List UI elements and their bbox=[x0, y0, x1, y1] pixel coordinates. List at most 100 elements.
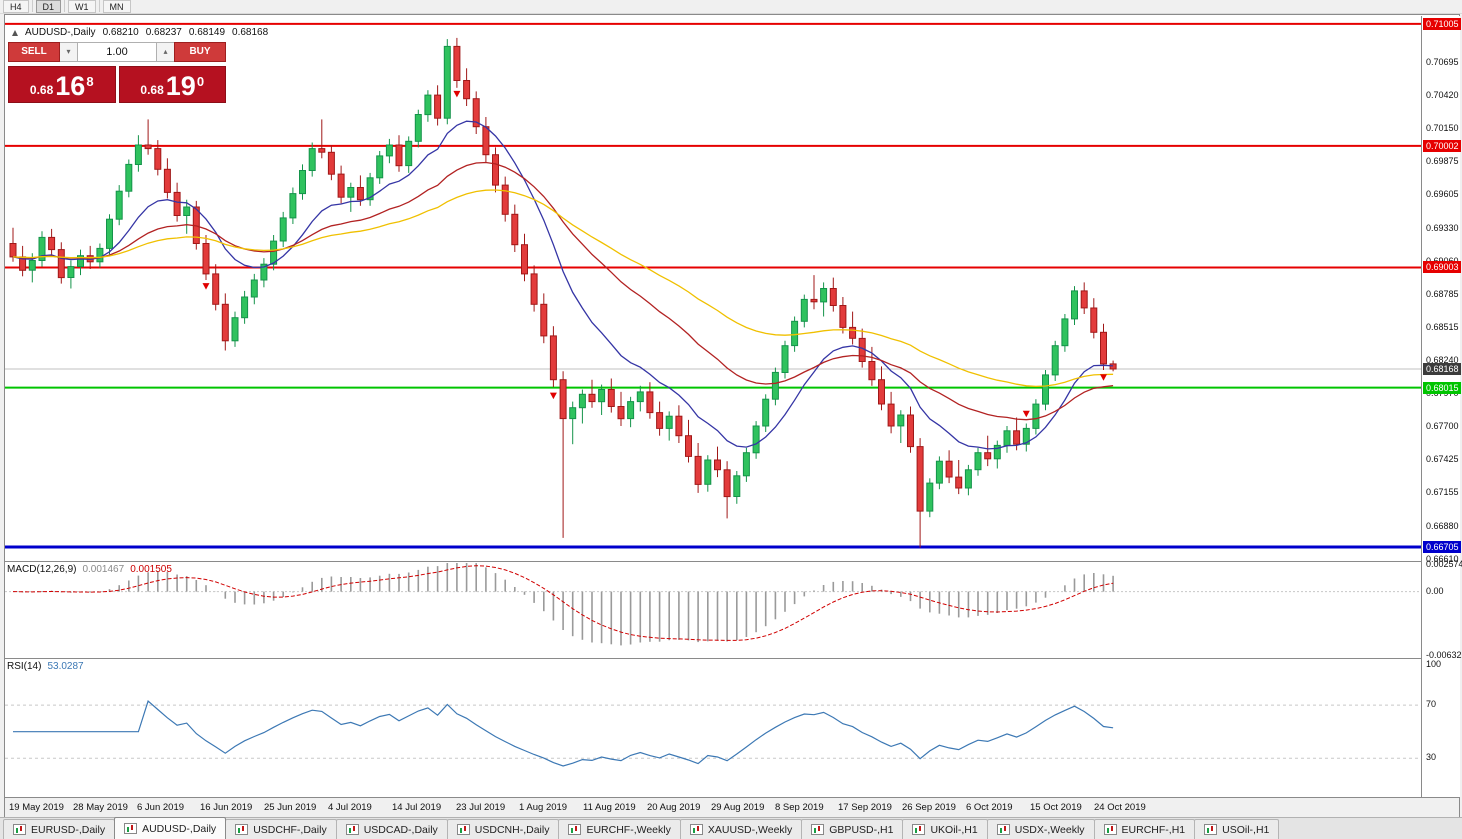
candle bbox=[1061, 314, 1069, 352]
price-tick: 0.66880 bbox=[1426, 521, 1459, 531]
date-label: 28 May 2019 bbox=[73, 802, 128, 813]
buy-price-prefix: 0.68 bbox=[140, 83, 164, 97]
price-tick: 0.67425 bbox=[1426, 454, 1459, 464]
date-label: 19 May 2019 bbox=[9, 802, 64, 813]
time-axis[interactable]: 19 May 2019 28 May 2019 6 Jun 2019 16 Jun 2… bbox=[5, 797, 1459, 817]
sell-arrow-marker bbox=[453, 90, 461, 98]
chart-tab-USOil-,H1[interactable]: USOil-,H1 bbox=[1194, 819, 1280, 839]
timeframe-button-MN[interactable]: MN bbox=[102, 0, 131, 13]
macd-axis-tick: -0.006326 bbox=[1426, 650, 1462, 660]
candle bbox=[1042, 370, 1049, 411]
candle bbox=[839, 297, 847, 334]
current-price-badge: 0.68168 bbox=[1423, 363, 1461, 375]
buy-button[interactable]: BUY bbox=[174, 42, 226, 62]
price-tick: 0.69605 bbox=[1426, 189, 1459, 199]
candle bbox=[385, 138, 393, 164]
chart-tab-AUDUSD-,Daily[interactable]: AUDUSD-,Daily bbox=[114, 817, 227, 839]
sell-price-display[interactable]: 0.68 16 8 bbox=[8, 66, 116, 103]
candle bbox=[733, 471, 741, 504]
main-chart-area[interactable] bbox=[5, 16, 1421, 561]
macd-indicator-panel[interactable] bbox=[5, 561, 1421, 658]
volume-decrement-icon[interactable] bbox=[60, 42, 77, 62]
timeframe-button-D1[interactable]: D1 bbox=[35, 0, 62, 13]
candle bbox=[984, 435, 992, 467]
macd-axis-tick: 0.002574 bbox=[1426, 559, 1462, 569]
price-tick: 0.70695 bbox=[1426, 57, 1459, 67]
candle bbox=[617, 391, 625, 426]
macd-label: MACD(12,26,9) 0.001467 0.001505 bbox=[7, 564, 172, 575]
candle bbox=[115, 185, 123, 226]
price-tick: 0.70150 bbox=[1426, 123, 1459, 133]
candle bbox=[395, 135, 403, 172]
chart-tab-USDCNH-,Daily[interactable]: USDCNH-,Daily bbox=[446, 819, 560, 839]
candle bbox=[366, 172, 374, 206]
price-axis[interactable]: 0.709850.706950.704200.701500.698750.696… bbox=[1421, 16, 1462, 797]
candle bbox=[964, 464, 972, 496]
toolbar-separator bbox=[31, 0, 33, 12]
ohlc-open: 0.68210 bbox=[102, 27, 139, 38]
tab-label: USDCAD-,Daily bbox=[363, 823, 438, 836]
candle bbox=[607, 378, 615, 413]
price-level-badge: 0.71005 bbox=[1423, 18, 1461, 30]
trade-panel-controls: SELL 1.00 BUY bbox=[8, 42, 226, 62]
toolbar-separator bbox=[98, 0, 100, 12]
chart-tab-GBPUSD-,H1[interactable]: GBPUSD-,H1 bbox=[801, 819, 904, 839]
chart-tab-EURCHF-,H1[interactable]: EURCHF-,H1 bbox=[1093, 819, 1196, 839]
candle bbox=[1051, 340, 1059, 381]
candle bbox=[48, 228, 56, 256]
candlestick-chart[interactable] bbox=[5, 16, 1421, 561]
candle bbox=[463, 68, 471, 106]
chart-tab-icon bbox=[1103, 824, 1117, 835]
timeframe-button-H4[interactable]: H4 bbox=[3, 0, 29, 13]
chart-tab-icon bbox=[811, 824, 825, 835]
volume-increment-icon[interactable] bbox=[157, 42, 174, 62]
chart-tab-USDCHF-,Daily[interactable]: USDCHF-,Daily bbox=[225, 819, 337, 839]
candle bbox=[501, 176, 509, 222]
chart-tab-USDX-,Weekly[interactable]: USDX-,Weekly bbox=[986, 819, 1095, 839]
chart-tab-UKOil-,H1[interactable]: UKOil-,H1 bbox=[902, 819, 988, 839]
sell-arrow-marker bbox=[1022, 410, 1030, 418]
candle bbox=[221, 293, 229, 351]
candle bbox=[704, 455, 712, 492]
rsi-indicator-panel[interactable] bbox=[5, 658, 1421, 797]
sell-button[interactable]: SELL bbox=[8, 42, 60, 62]
date-label: 29 Aug 2019 bbox=[711, 802, 765, 813]
candle bbox=[57, 242, 65, 284]
candle bbox=[38, 231, 46, 267]
chart-tab-EURUSD-,Daily[interactable]: EURUSD-,Daily bbox=[3, 819, 116, 839]
sell-arrow-marker bbox=[1100, 374, 1107, 381]
candle bbox=[424, 90, 432, 122]
candle bbox=[810, 275, 818, 310]
date-label: 6 Oct 2019 bbox=[966, 802, 1013, 813]
ohlc-high: 0.68237 bbox=[145, 27, 182, 38]
ohlc-close: 0.68168 bbox=[232, 27, 269, 38]
price-tick: 0.69330 bbox=[1426, 223, 1459, 233]
buy-price-display[interactable]: 0.68 19 0 bbox=[118, 66, 226, 103]
chart-tab-icon bbox=[1204, 824, 1218, 835]
chart-tab-XAUUSD-,Weekly[interactable]: XAUUSD-,Weekly bbox=[679, 819, 803, 839]
candle bbox=[260, 258, 268, 288]
price-tick: 0.68240 bbox=[1426, 355, 1459, 365]
candle bbox=[781, 340, 789, 379]
rsi-name: RSI(14) bbox=[7, 661, 42, 672]
macd-chart bbox=[5, 563, 1421, 646]
toolbar-separator bbox=[64, 0, 66, 12]
candle bbox=[578, 389, 586, 424]
date-label: 16 Jun 2019 bbox=[200, 802, 253, 813]
candle bbox=[1032, 399, 1040, 435]
candle bbox=[125, 159, 133, 198]
timeframe-button-W1[interactable]: W1 bbox=[68, 0, 96, 13]
chart-tab-icon bbox=[568, 824, 582, 835]
candle bbox=[897, 410, 905, 443]
chart-tab-EURCHF-,Weekly[interactable]: EURCHF-,Weekly bbox=[558, 819, 681, 839]
candle bbox=[685, 419, 692, 463]
candle bbox=[521, 233, 528, 282]
volume-field[interactable]: 1.00 bbox=[77, 42, 157, 62]
tab-label: USOil-,H1 bbox=[1222, 823, 1270, 836]
chart-tab-USDCAD-,Daily[interactable]: USDCAD-,Daily bbox=[335, 819, 448, 839]
price-tick: 0.70420 bbox=[1426, 90, 1459, 100]
candle bbox=[762, 394, 770, 432]
date-label: 25 Jun 2019 bbox=[264, 802, 317, 813]
candle bbox=[511, 204, 519, 252]
candle bbox=[742, 447, 750, 482]
